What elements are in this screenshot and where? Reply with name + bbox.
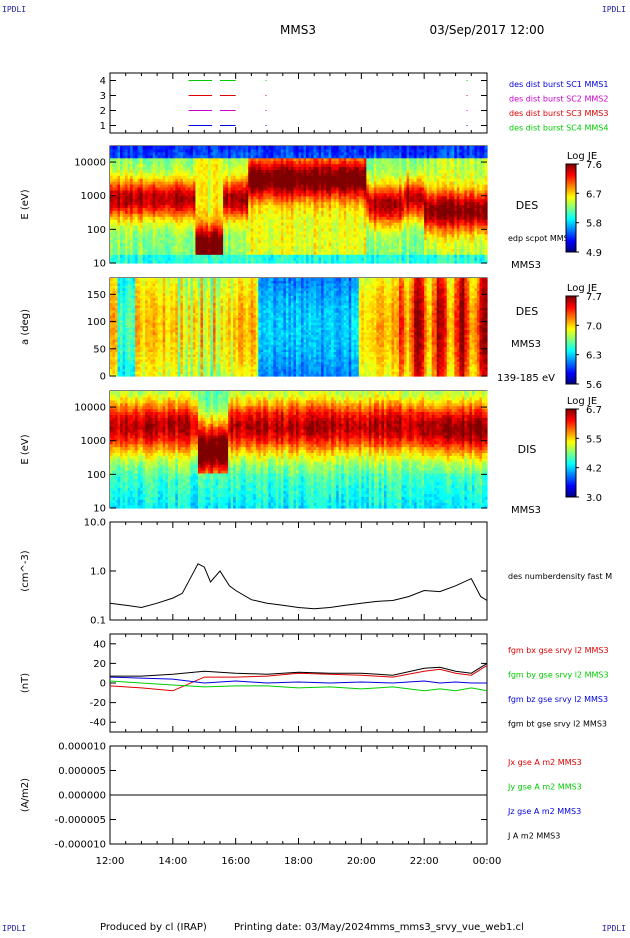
corner-label-tr: IPDLI [602, 5, 626, 14]
time-tick-label: 16:00 [221, 856, 250, 867]
legend-entry: des dist burst SC3 MMS3 [509, 109, 608, 118]
time-tick-label: 00:00 [473, 856, 502, 867]
y-tick-label: 2 [100, 106, 106, 117]
panel-frame-1 [110, 73, 487, 133]
title-spacecraft: MMS3 [280, 23, 316, 37]
legend-entry: des dist burst SC4 MMS4 [509, 124, 608, 133]
title-datetime: 03/Sep/2017 12:00 [430, 23, 545, 37]
panel-frame-6 [110, 634, 487, 732]
time-tick-label: 22:00 [410, 856, 439, 867]
footer-printing-date: Printing date: 03/May/2024 [234, 922, 370, 933]
corner-label-br: IPDLI [602, 924, 626, 933]
legend-entry: des dist burst SC2 MMS2 [509, 95, 608, 104]
time-tick-label: 14:00 [158, 856, 187, 867]
panel-frame-5 [110, 522, 487, 620]
time-tick-label: 20:00 [347, 856, 376, 867]
stacked-panels: MMS3 03/Sep/2017 12:00 Produced by cl (I… [0, 0, 630, 934]
y-tick-label: 4 [100, 76, 106, 87]
corner-label-bl: IPDLI [2, 924, 26, 933]
time-tick-label: 12:00 [96, 856, 125, 867]
y-tick-label: 1 [100, 121, 106, 132]
time-tick-label: 18:00 [284, 856, 313, 867]
mms-summary-plot: IPDLI IPDLI IPDLI IPDLI MMS3 03/Sep/2017… [0, 0, 630, 934]
corner-label-tl: IPDLI [2, 5, 26, 14]
footer-credit: Produced by cl (IRAP) [100, 922, 207, 933]
heatmap-des-energy [110, 146, 488, 264]
footer-filename: mms_mms3_srvy_vue_web1.cl [370, 922, 524, 933]
legend-entry: des dist burst SC1 MMS1 [509, 80, 608, 89]
y-tick-label: 3 [100, 91, 106, 102]
